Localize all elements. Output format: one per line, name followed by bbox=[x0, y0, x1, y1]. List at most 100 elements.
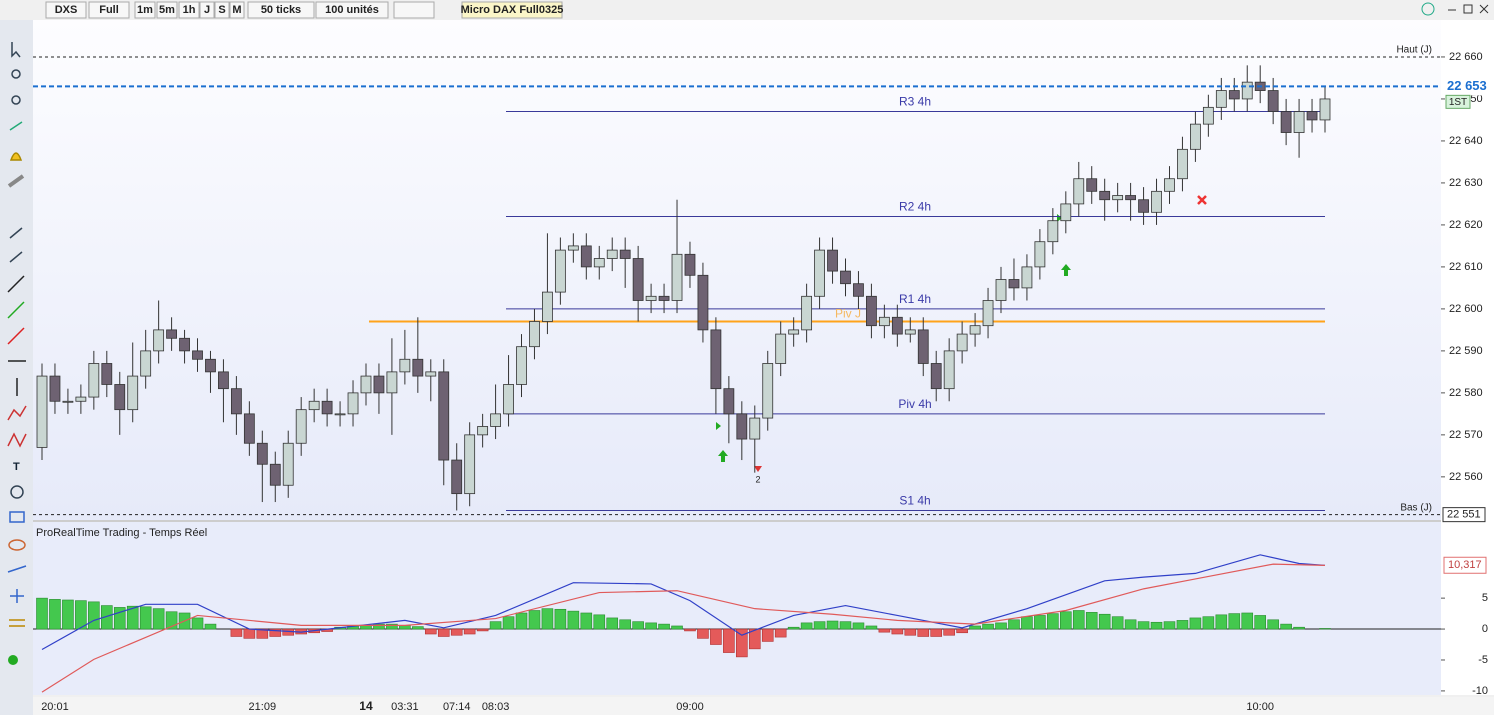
segment-tool[interactable] bbox=[9, 251, 23, 263]
candle-body bbox=[853, 283, 864, 297]
period-button[interactable] bbox=[134, 1, 156, 19]
candle-body bbox=[425, 371, 437, 377]
day-low-label: Bas (J) bbox=[1400, 502, 1432, 513]
histogram-bar bbox=[995, 622, 1007, 630]
y-tick-label: 22 590 bbox=[1449, 345, 1483, 357]
day-high-label: Haut (J) bbox=[1396, 45, 1432, 56]
rect-tool[interactable] bbox=[9, 511, 25, 523]
candle-body bbox=[930, 363, 942, 390]
last-price-tag bbox=[1443, 77, 1494, 96]
settings-tool[interactable] bbox=[8, 655, 18, 665]
zoom-tool[interactable] bbox=[11, 69, 21, 79]
trend-tool[interactable] bbox=[7, 275, 25, 293]
buy-arrow bbox=[1061, 264, 1071, 276]
candle-body bbox=[386, 371, 398, 394]
close-button[interactable] bbox=[1479, 4, 1489, 14]
alert-tool[interactable] bbox=[9, 152, 23, 161]
ruler-tool[interactable] bbox=[7, 174, 25, 188]
period-button[interactable] bbox=[214, 1, 230, 19]
histogram-bar bbox=[736, 628, 748, 658]
refresh-button[interactable] bbox=[1421, 2, 1435, 16]
histogram-bar bbox=[697, 628, 709, 639]
candle-body bbox=[62, 400, 74, 403]
histogram-bar bbox=[463, 628, 476, 635]
period-button[interactable] bbox=[229, 1, 245, 19]
ellipse-tool[interactable] bbox=[8, 539, 26, 551]
candle-body bbox=[347, 392, 359, 415]
y-tick-label: 22 580 bbox=[1449, 387, 1483, 399]
cursor-tool[interactable] bbox=[11, 42, 21, 58]
candle-body bbox=[412, 358, 424, 377]
lines-tool[interactable] bbox=[9, 619, 25, 627]
candle-body bbox=[969, 325, 981, 335]
pivot-label: R1 4h bbox=[899, 292, 931, 306]
histogram-bar bbox=[437, 628, 450, 637]
y-tick-label: 22 560 bbox=[1449, 471, 1483, 483]
histogram-bar bbox=[956, 628, 968, 634]
candle-body bbox=[762, 363, 774, 419]
y-tick-label: -10 bbox=[1472, 685, 1488, 697]
candle-body bbox=[179, 337, 190, 352]
ticks-button[interactable] bbox=[247, 1, 315, 19]
zoom-area-tool[interactable] bbox=[11, 95, 21, 105]
trend-green-tool[interactable] bbox=[7, 301, 25, 319]
instrument-button[interactable] bbox=[461, 1, 563, 19]
y-tick-label: 5 bbox=[1482, 592, 1488, 604]
histogram-bar bbox=[943, 628, 955, 636]
symbol-button[interactable] bbox=[45, 1, 87, 19]
candle-body bbox=[75, 396, 87, 402]
cross-tool[interactable] bbox=[10, 589, 24, 603]
candle-body bbox=[1241, 81, 1253, 100]
tool-column bbox=[0, 20, 33, 715]
histogram-bar bbox=[1085, 612, 1098, 630]
candle-body bbox=[1034, 241, 1046, 268]
pen-tool[interactable] bbox=[9, 227, 23, 239]
candle-body bbox=[321, 400, 333, 415]
candle-body bbox=[1202, 106, 1214, 125]
histogram-bar bbox=[165, 611, 178, 630]
candle-body bbox=[438, 371, 450, 461]
histogram-bar bbox=[1267, 619, 1279, 630]
histogram-bar bbox=[373, 623, 385, 630]
histogram-bar bbox=[580, 612, 593, 630]
period-button[interactable] bbox=[199, 1, 215, 19]
candle-body bbox=[542, 291, 553, 322]
fib-tool[interactable] bbox=[7, 432, 27, 448]
line-tool[interactable] bbox=[9, 121, 23, 131]
channel-tool[interactable] bbox=[7, 405, 27, 421]
period-button[interactable] bbox=[178, 1, 200, 19]
candle-body bbox=[1060, 203, 1072, 222]
y-tick-label: 22 640 bbox=[1449, 135, 1483, 147]
exit-marker bbox=[1197, 195, 1207, 205]
period-label: M bbox=[232, 4, 241, 16]
trend-red-tool[interactable] bbox=[7, 327, 25, 345]
histogram-bar bbox=[256, 628, 269, 639]
text-circle-tool[interactable] bbox=[10, 485, 24, 499]
units-label: 100 unités bbox=[325, 4, 379, 16]
chart-type-button[interactable] bbox=[393, 1, 435, 19]
time-label: 20:01 bbox=[41, 701, 69, 713]
histogram-bar bbox=[1319, 628, 1331, 630]
histogram-bar bbox=[191, 617, 204, 630]
units-button[interactable] bbox=[315, 1, 389, 19]
period-button[interactable] bbox=[156, 1, 178, 19]
mode-button[interactable] bbox=[88, 1, 130, 19]
candle-body bbox=[723, 388, 735, 415]
candle-body bbox=[593, 258, 605, 268]
candle-body bbox=[503, 384, 514, 415]
text-tool[interactable]: T bbox=[13, 461, 20, 473]
y-tick-label: 22 600 bbox=[1449, 303, 1483, 315]
arrow-tool[interactable] bbox=[7, 565, 27, 573]
histogram-bar bbox=[982, 623, 994, 630]
histogram-bar bbox=[1215, 614, 1228, 630]
histogram-bar bbox=[761, 628, 774, 642]
indicator-pane bbox=[33, 522, 1441, 695]
candle-body bbox=[205, 358, 216, 373]
candle-body bbox=[114, 384, 126, 411]
histogram-bar bbox=[100, 605, 113, 630]
candle-body bbox=[269, 463, 281, 486]
histogram-bar bbox=[813, 621, 826, 630]
maximize-button[interactable] bbox=[1463, 4, 1473, 14]
candle-body bbox=[1177, 148, 1188, 180]
histogram-bar bbox=[1137, 621, 1150, 630]
